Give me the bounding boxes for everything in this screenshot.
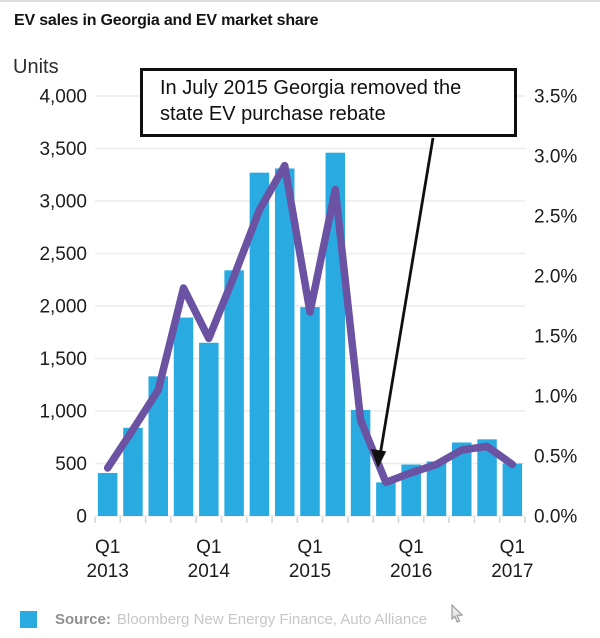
y-axis-tick-label-left: 2,500 — [39, 244, 87, 265]
x-axis-tick-label-year: 2015 — [289, 561, 331, 582]
x-axis-ticks — [94, 517, 526, 523]
bar — [376, 482, 396, 516]
x-axis-labels: Q1 2013 Q1 2014 Q1 2015 Q1 2016 Q1 2017 — [87, 537, 534, 582]
annotation-box: In July 2015 Georgia removed the state E… — [140, 68, 517, 137]
x-axis-tick-label-year: 2013 — [87, 561, 129, 582]
bar — [123, 427, 143, 516]
bar — [452, 442, 472, 516]
y-axis-tick-label-right: 0.0% — [534, 507, 577, 528]
bar — [224, 270, 244, 516]
bar — [502, 463, 523, 516]
x-axis-tick-label: Q1 — [196, 537, 221, 558]
source-footer: Source: Bloomberg New Energy Finance, Au… — [0, 601, 600, 637]
annotation-arrow — [370, 137, 435, 468]
source-label: Source: — [55, 610, 111, 628]
x-axis-tick-label: Q1 — [297, 537, 322, 558]
y-axis-tick-label-left: 3,000 — [39, 192, 87, 213]
y-axis-tick-label-right: 2.0% — [534, 267, 577, 288]
bar — [249, 172, 270, 516]
units-axis-label: Units — [13, 56, 59, 78]
source-text: Bloomberg New Energy Finance, Auto Allia… — [116, 610, 428, 628]
bar — [97, 472, 118, 516]
y-axis-tick-label-left: 4,000 — [39, 87, 87, 108]
y-axis-tick-label-left: 2,000 — [39, 297, 87, 318]
y-axis-tick-label-right: 3.5% — [534, 87, 577, 108]
market-share-polyline — [103, 161, 517, 487]
y-axis-tick-label-left: 3,500 — [39, 139, 87, 160]
x-axis-tick-label-year: 2016 — [390, 561, 432, 582]
x-axis-tick-label-year: 2017 — [491, 561, 533, 582]
bar — [148, 376, 168, 516]
y-axis-tick-label-right: 3.0% — [534, 147, 577, 168]
sales-bars — [97, 152, 523, 516]
source-legend-square — [20, 610, 37, 628]
bar — [426, 461, 447, 516]
annotation-text: In July 2015 Georgia removed the state E… — [160, 77, 462, 125]
bar — [300, 307, 320, 516]
y-axis-tick-label-left: 1,500 — [39, 349, 87, 370]
bar — [274, 168, 295, 516]
x-axis-tick-label: Q1 — [95, 537, 120, 558]
bar — [199, 342, 219, 516]
y-axis-tick-label-left: 500 — [55, 454, 87, 475]
y-axis-tick-label-right: 2.5% — [534, 207, 577, 228]
bar — [173, 317, 194, 516]
y-axis-tick-label-left: 1,000 — [39, 402, 87, 423]
y-axis-tick-label-right: 0.5% — [534, 447, 577, 468]
y-axis-tick-label-left: 0 — [76, 507, 87, 528]
x-axis-tick-label: Q1 — [500, 537, 525, 558]
x-axis-tick-label: Q1 — [398, 537, 423, 558]
chart-title: EV sales in Georgia and EV market share — [14, 12, 319, 29]
cursor-pointer-icon — [451, 604, 464, 623]
left-axis-labels: 0 500 1,000 1,500 2,000 2,500 3,000 3,500 4,000 — [39, 87, 87, 528]
top-divider — [0, 0, 600, 2]
y-axis-tick-label-right: 1.0% — [534, 387, 577, 408]
right-axis-labels: 0.0% 0.5% 1.0% 1.5% 2.0% 2.5% 3.0% 3.5% — [534, 87, 577, 528]
x-axis-tick-label-year: 2014 — [188, 561, 231, 582]
market-share-line — [103, 161, 517, 487]
y-axis-tick-label-right: 1.5% — [534, 327, 577, 348]
bar — [477, 439, 497, 516]
